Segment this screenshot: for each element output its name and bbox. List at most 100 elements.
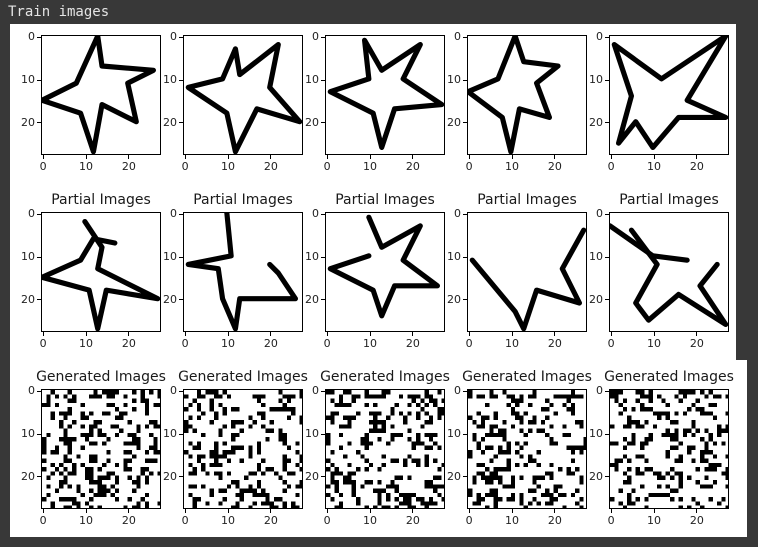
panel-title: Generated Images [36,369,166,385]
noise-pixel [286,445,292,450]
noise-pixel [519,454,524,459]
noise-pixel [523,505,528,508]
noise-pixel [502,467,507,472]
noise-pixel [493,475,498,480]
noise-pixel [635,420,640,425]
y-tick-label: 10 [589,73,603,86]
noise-pixel [407,411,412,416]
noise-pixel [712,462,718,468]
noise-pixel [437,475,442,480]
noise-pixel [89,441,94,446]
noise-pixel [424,480,429,485]
noise-pixel [106,450,111,455]
noise-pixel [420,407,425,412]
noise-pixel [235,420,240,425]
noise-pixel [570,458,576,463]
star-outline [468,36,561,154]
noise-pixel [506,394,511,399]
noise-pixel [622,445,628,450]
noise-pixel [691,390,696,395]
noise-pixel [657,411,662,416]
noise-pixel [428,398,434,403]
noise-pixel [390,458,395,463]
noise-pixel [661,411,666,416]
noise-pixel [140,471,145,476]
noise-pixel [485,492,490,498]
noise-pixel [153,445,158,450]
noise-pixel [437,467,442,472]
noise-pixel [674,394,679,399]
noise-pixel [519,501,524,506]
noise-pixel [50,501,55,506]
noise-pixel [59,480,64,485]
noise-pixel [201,411,206,416]
noise-pixel [717,424,722,429]
noise-pixel [123,505,128,508]
noise-pixel [682,432,688,438]
noise-pixel [269,428,274,433]
noise-pixel [106,402,111,408]
noise-pixel [373,420,378,425]
noise-pixel [687,505,692,508]
noise-pixel [132,488,137,493]
noise-pixel [428,432,434,438]
noise-pixel [188,462,193,468]
noise-pixel [386,441,391,446]
panel-title: Generated Images [604,369,734,385]
noise-pixel [330,462,335,468]
noise-pixel [523,462,528,468]
image-axes [41,212,161,332]
y-tick-label: 20 [447,469,461,483]
noise-pixel [291,411,296,416]
noise-pixel [218,488,223,493]
noise-pixel [498,475,503,480]
noise-pixel [231,424,236,429]
noise-pixel [721,471,726,476]
noise-pixel [235,484,240,489]
noise-pixel [498,432,503,438]
noise-pixel [712,454,718,459]
noise-pixel [123,462,128,468]
y-tick-label: 10 [447,250,461,263]
y-tick-mark [605,433,609,435]
noise-pixel [132,437,137,442]
noise-pixel [196,402,202,408]
noise-pixel [192,398,197,403]
noise-pixel [89,458,94,463]
x-tick-mark [128,155,130,159]
noise-pixel [351,398,356,403]
noise-pixel [670,432,675,438]
noise-pixel [269,467,274,472]
y-tick-label: 20 [21,469,35,483]
image-axes [467,389,587,509]
noise-pixel [627,415,632,420]
noise-pixel [153,420,158,425]
noise-pixel [390,432,395,438]
generated-panel-5: Generated Images 0 10 20 0 10 20 [589,369,734,527]
x-tick-label: 20 [121,514,136,527]
noise-pixel [377,411,382,416]
y-tick-mark [463,476,467,478]
noise-pixel [610,497,615,502]
noise-pixel [489,471,494,476]
noise-pixel [218,462,223,468]
noise-pixel [330,420,335,425]
x-tick-mark [468,332,470,336]
noise-pixel [209,492,214,498]
noise-pixel [110,390,115,395]
noise-pixel [252,420,257,425]
noise-pixel [76,505,81,508]
noise-pixel [498,450,503,455]
noise-pixel [498,467,503,472]
noise-pixel [476,462,481,468]
noise-pixel [274,497,279,502]
noise-pixel [214,450,219,455]
noise-pixel [231,407,236,412]
noise-pixel [704,484,709,489]
noise-pixel [519,394,524,399]
noise-pixel [252,488,257,493]
x-tick-label: 20 [263,514,278,527]
x-tick-label: 0 [465,514,473,527]
noise-pixel [59,424,64,429]
noise-pixel [489,445,494,450]
